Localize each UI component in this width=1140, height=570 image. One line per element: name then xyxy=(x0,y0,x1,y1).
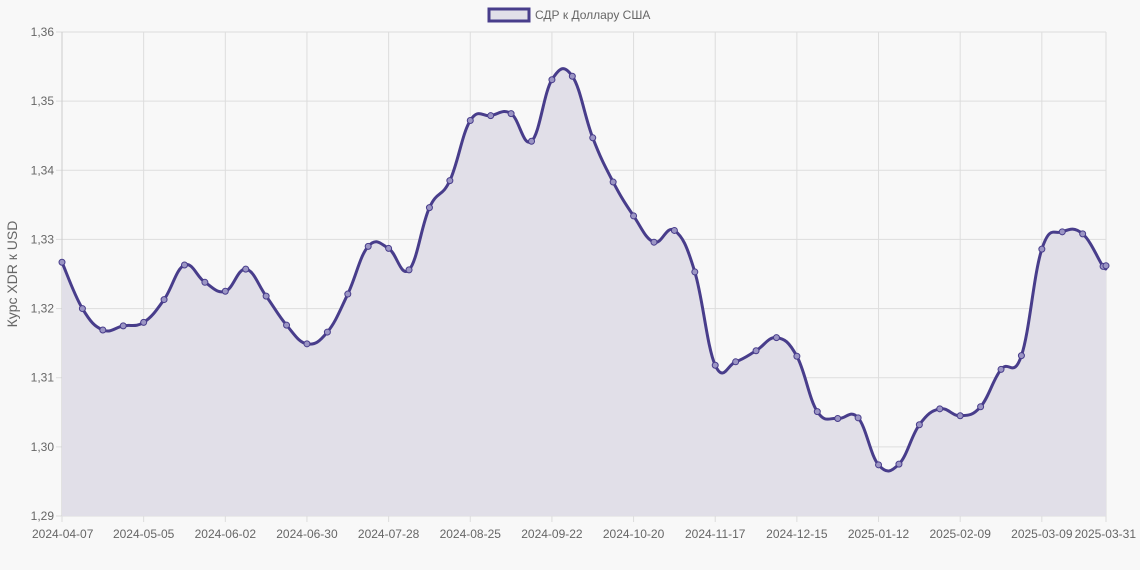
x-tick-label: 2024-06-02 xyxy=(195,527,257,541)
data-point[interactable] xyxy=(466,117,474,125)
data-point[interactable] xyxy=(283,321,291,329)
data-point[interactable] xyxy=(1038,245,1046,253)
data-point[interactable] xyxy=(956,412,964,420)
y-tick-label: 1,32 xyxy=(31,302,55,316)
data-point[interactable] xyxy=(78,305,86,313)
x-tick-label: 2025-01-12 xyxy=(848,527,910,541)
x-tick-label: 2024-07-28 xyxy=(358,527,420,541)
data-point[interactable] xyxy=(221,287,229,295)
series-area xyxy=(62,68,1107,516)
data-point[interactable] xyxy=(936,405,944,413)
data-point[interactable] xyxy=(1079,230,1087,238)
data-point[interactable] xyxy=(1017,352,1025,360)
legend-label: СДР к Доллару США xyxy=(535,8,650,22)
x-tick-label: 2024-10-20 xyxy=(603,527,665,541)
data-point[interactable] xyxy=(589,134,597,142)
data-point[interactable] xyxy=(303,340,311,348)
data-point[interactable] xyxy=(630,212,638,220)
data-point[interactable] xyxy=(180,261,188,269)
x-tick-label: 2024-12-15 xyxy=(766,527,828,541)
data-point[interactable] xyxy=(793,352,801,360)
data-point[interactable] xyxy=(895,460,903,468)
x-tick-label: 2025-03-09 xyxy=(1011,527,1073,541)
x-tick-label: 2024-04-07 xyxy=(32,527,94,541)
x-tick-label: 2024-08-25 xyxy=(440,527,502,541)
legend-swatch xyxy=(487,7,531,23)
x-tick-label: 2024-11-17 xyxy=(685,527,746,541)
data-point[interactable] xyxy=(425,204,433,212)
data-points xyxy=(58,72,1110,469)
data-point[interactable] xyxy=(405,266,413,274)
y-tick-label: 1,31 xyxy=(31,371,55,385)
x-axis-ticks: 2024-04-07 2024-05-05 2024-06-02 2024-06-30… xyxy=(32,527,1136,541)
data-point[interactable] xyxy=(528,137,536,145)
data-point[interactable] xyxy=(119,322,127,330)
y-axis-title: Курс XDR к USD xyxy=(4,221,20,328)
y-tick-label: 1,33 xyxy=(31,232,55,246)
data-point[interactable] xyxy=(997,365,1005,373)
data-point[interactable] xyxy=(99,326,107,334)
data-point[interactable] xyxy=(548,76,556,84)
data-point[interactable] xyxy=(385,244,393,252)
x-tick-label: 2025-02-09 xyxy=(929,527,991,541)
data-point[interactable] xyxy=(201,278,209,286)
y-tick-label: 1,34 xyxy=(31,163,55,177)
data-point[interactable] xyxy=(262,292,270,300)
data-point[interactable] xyxy=(834,415,842,423)
data-point[interactable] xyxy=(344,290,352,298)
data-point[interactable] xyxy=(732,358,740,366)
data-point[interactable] xyxy=(364,242,372,250)
data-point[interactable] xyxy=(609,178,617,186)
y-axis-ticks: 1,29 1,30 1,31 1,32 1,33 1,34 1,35 1,36 xyxy=(31,25,55,523)
y-tick-label: 1,29 xyxy=(31,509,55,523)
y-tick-label: 1,36 xyxy=(31,25,55,39)
data-point[interactable] xyxy=(813,408,821,416)
data-point[interactable] xyxy=(691,268,699,276)
data-point[interactable] xyxy=(711,361,719,369)
x-tick-label: 2024-06-30 xyxy=(276,527,338,541)
data-point[interactable] xyxy=(1102,262,1110,270)
data-point[interactable] xyxy=(160,296,168,304)
data-point[interactable] xyxy=(977,403,985,411)
data-point[interactable] xyxy=(915,421,923,429)
data-point[interactable] xyxy=(58,258,66,266)
data-point[interactable] xyxy=(650,238,658,246)
data-point[interactable] xyxy=(140,318,148,326)
data-point[interactable] xyxy=(323,328,331,336)
data-point[interactable] xyxy=(507,110,515,118)
x-tick-label: 2024-09-22 xyxy=(521,527,583,541)
data-point[interactable] xyxy=(854,414,862,422)
data-point[interactable] xyxy=(242,265,250,273)
data-point[interactable] xyxy=(1058,228,1066,236)
data-point[interactable] xyxy=(487,112,495,120)
legend[interactable]: СДР к Доллару США xyxy=(487,7,650,23)
data-point[interactable] xyxy=(568,72,576,80)
data-point[interactable] xyxy=(670,226,678,234)
data-point[interactable] xyxy=(875,461,883,469)
data-point[interactable] xyxy=(772,334,780,342)
x-tick-label: 2024-05-05 xyxy=(113,527,175,541)
y-tick-label: 1,30 xyxy=(31,440,55,454)
data-point[interactable] xyxy=(752,347,760,355)
series-area-fill xyxy=(62,68,1107,516)
data-point[interactable] xyxy=(446,177,454,185)
x-tick-label: 2025-03-31 xyxy=(1075,527,1137,541)
y-tick-label: 1,35 xyxy=(31,94,55,108)
